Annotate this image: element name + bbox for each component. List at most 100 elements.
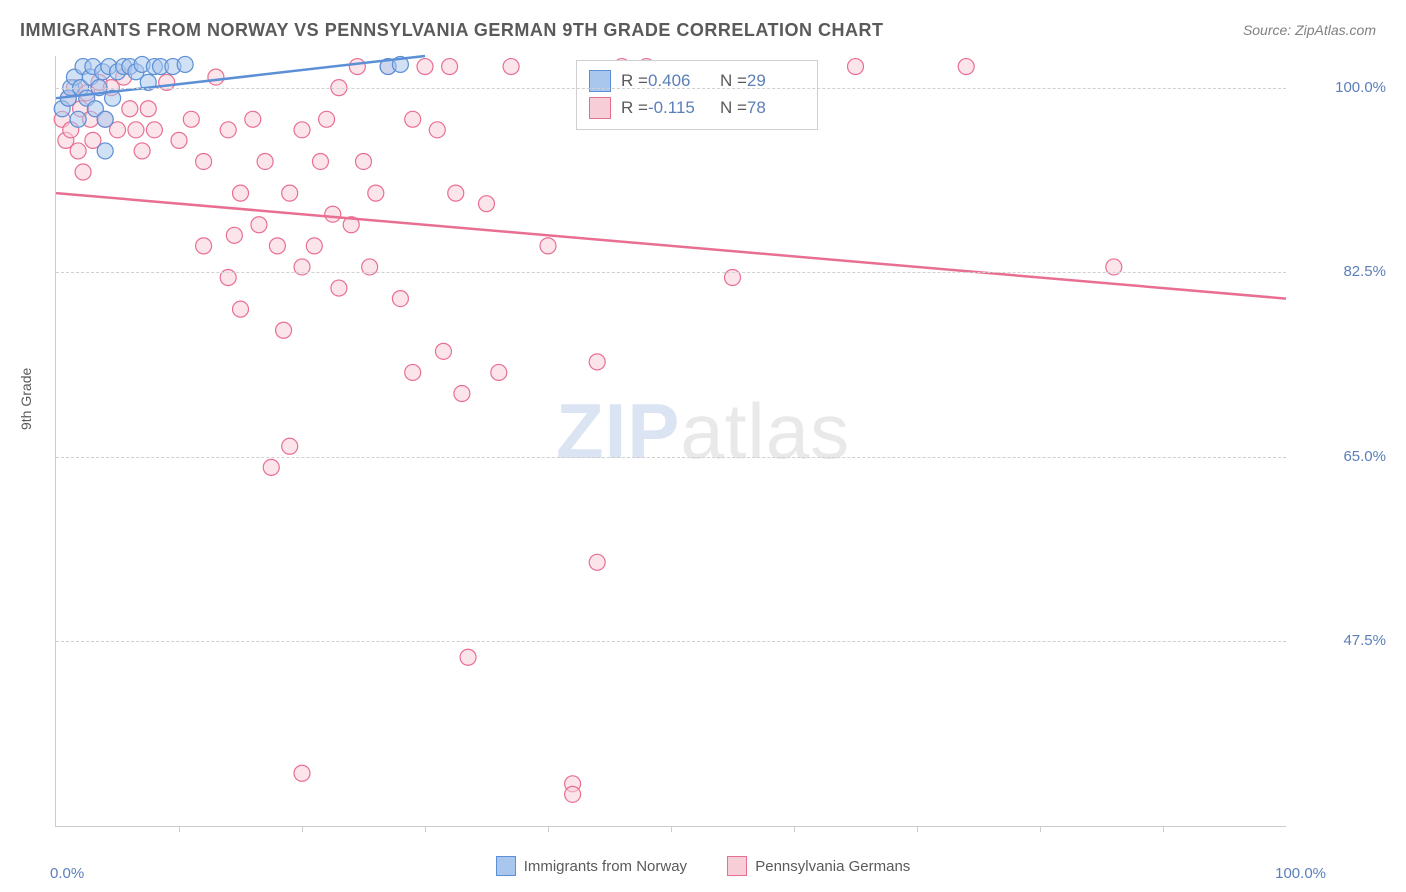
y-tick-label: 82.5% [1343,263,1386,280]
data-point [134,143,150,159]
stats-n-value: 78 [747,94,803,121]
data-point [417,59,433,75]
x-tick [794,826,795,832]
data-point [196,238,212,254]
plot-area: ZIPatlas R = 0.406N = 29R = -0.115N = 78 [55,56,1286,827]
data-point [183,111,199,127]
data-point [460,649,476,665]
data-point [226,227,242,243]
stats-swatch [589,97,611,119]
source-prefix: Source: [1243,22,1295,38]
data-point [349,59,365,75]
stats-r-value: 0.406 [648,67,704,94]
data-point [146,122,162,138]
trend-line [56,193,1286,298]
data-point [565,786,581,802]
legend-swatch-norway [496,856,516,876]
data-point [171,132,187,148]
data-point [589,354,605,370]
y-tick-label: 47.5% [1343,632,1386,649]
data-point [208,69,224,85]
legend-item-penn: Pennsylvania Germans [727,856,910,876]
data-point [276,322,292,338]
data-point [540,238,556,254]
data-point [233,301,249,317]
data-point [245,111,261,127]
stats-row: R = 0.406 N = 29 [589,67,803,94]
data-point [196,153,212,169]
data-point [435,343,451,359]
stats-row: R = -0.115 N = 78 [589,94,803,121]
data-point [325,206,341,222]
y-tick-label: 100.0% [1335,79,1386,96]
data-point [448,185,464,201]
data-point [405,364,421,380]
data-point [589,554,605,570]
legend-label-penn: Pennsylvania Germans [755,858,910,875]
data-point [140,101,156,117]
data-point [306,238,322,254]
data-point [70,111,86,127]
legend-swatch-penn [727,856,747,876]
legend-label-norway: Immigrants from Norway [524,858,687,875]
data-point [503,59,519,75]
gridline-h [56,457,1286,458]
data-point [454,386,470,402]
data-point [312,153,328,169]
data-point [97,111,113,127]
stats-n-value: 29 [747,67,803,94]
data-point [220,122,236,138]
data-point [319,111,335,127]
data-point [331,280,347,296]
y-axis-label: 9th Grade [18,368,34,430]
gridline-h [56,641,1286,642]
source-name: ZipAtlas.com [1295,22,1376,38]
data-point [429,122,445,138]
plot-svg [56,56,1286,826]
data-point [282,438,298,454]
stats-n-label: N = [720,67,747,94]
data-point [405,111,421,127]
legend-item-norway: Immigrants from Norway [496,856,687,876]
x-tick [1163,826,1164,832]
bottom-legend: Immigrants from Norway Pennsylvania Germ… [0,856,1406,880]
data-point [251,217,267,233]
x-tick [179,826,180,832]
data-point [233,185,249,201]
data-point [442,59,458,75]
data-point [263,459,279,475]
x-tick [548,826,549,832]
data-point [75,164,91,180]
data-point [257,153,273,169]
stats-n-label: N = [720,94,747,121]
stats-r-label: R = [621,67,648,94]
stats-legend: R = 0.406 N = 29 R = -0.115 N = 78 [576,60,818,130]
stats-r-value: -0.115 [648,94,704,121]
x-tick [1040,826,1041,832]
chart-title: IMMIGRANTS FROM NORWAY VS PENNSYLVANIA G… [20,20,884,41]
source-attribution: Source: ZipAtlas.com [1243,22,1376,38]
gridline-h [56,88,1286,89]
data-point [848,59,864,75]
data-point [128,122,144,138]
data-point [294,765,310,781]
data-point [368,185,384,201]
x-tick [425,826,426,832]
data-point [356,153,372,169]
data-point [294,122,310,138]
data-point [70,143,86,159]
x-tick [917,826,918,832]
x-tick [302,826,303,832]
data-point [177,56,193,72]
data-point [122,101,138,117]
gridline-h [56,272,1286,273]
data-point [97,143,113,159]
data-point [269,238,285,254]
x-tick [671,826,672,832]
stats-r-label: R = [621,94,648,121]
data-point [491,364,507,380]
data-point [392,291,408,307]
data-point [479,196,495,212]
data-point [958,59,974,75]
data-point [282,185,298,201]
